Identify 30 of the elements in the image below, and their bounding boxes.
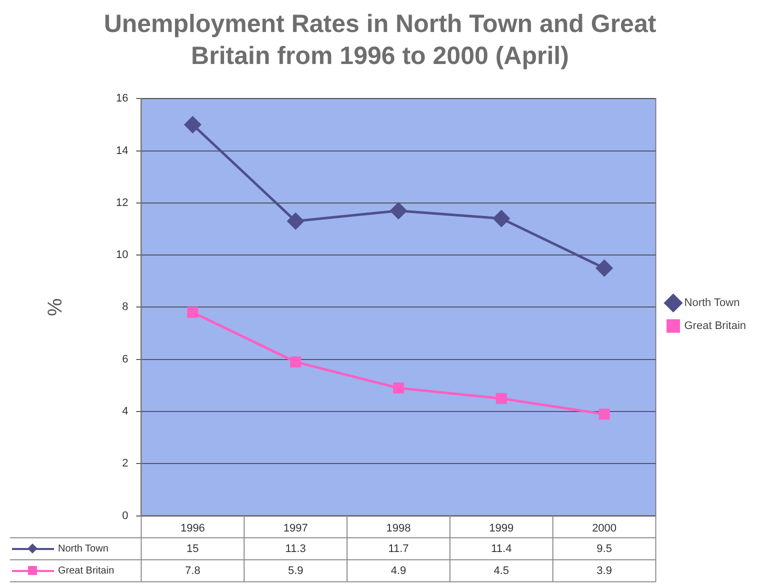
x-tick-label: 1997 <box>283 522 308 534</box>
data-label: 11.4 <box>491 542 512 555</box>
y-tick-label: 16 <box>116 92 128 105</box>
chart-title: Unemployment Rates in North Town and Great Britain from 1996 to 2000 (April) <box>102 9 658 72</box>
x-tick-label: 1996 <box>180 522 205 534</box>
data-label: 4.5 <box>494 564 510 577</box>
text: North Town <box>58 544 108 555</box>
data-label: 7.8 <box>185 564 200 577</box>
y-tick-label: 6 <box>122 353 128 366</box>
legend-label: North Town <box>684 297 740 310</box>
x-tick-label: 2000 <box>592 522 617 534</box>
data-label: 5.9 <box>288 564 304 577</box>
x-tick-label: 1999 <box>489 522 514 534</box>
y-axis-title: % <box>44 298 67 316</box>
data-label: 3.9 <box>596 564 612 577</box>
y-tick-label: 12 <box>116 196 128 209</box>
y-tick-label: 2 <box>122 458 128 470</box>
legend-label: Great Britain <box>684 320 746 332</box>
y-tick-label: 0 <box>122 510 128 522</box>
y-tick-label: 4 <box>122 406 128 418</box>
y-tick-label: 14 <box>116 144 128 157</box>
y-tick-label: 10 <box>116 249 128 262</box>
data-label: 9.5 <box>596 542 612 555</box>
data-label: 11.7 <box>388 542 409 555</box>
text: Great Britain <box>58 566 114 577</box>
data-label: 4.9 <box>390 564 406 577</box>
x-tick-label: 1998 <box>386 522 411 534</box>
data-label: 15 <box>186 542 199 555</box>
y-tick-label: 8 <box>122 301 128 314</box>
data-label: 11.3 <box>285 542 306 555</box>
